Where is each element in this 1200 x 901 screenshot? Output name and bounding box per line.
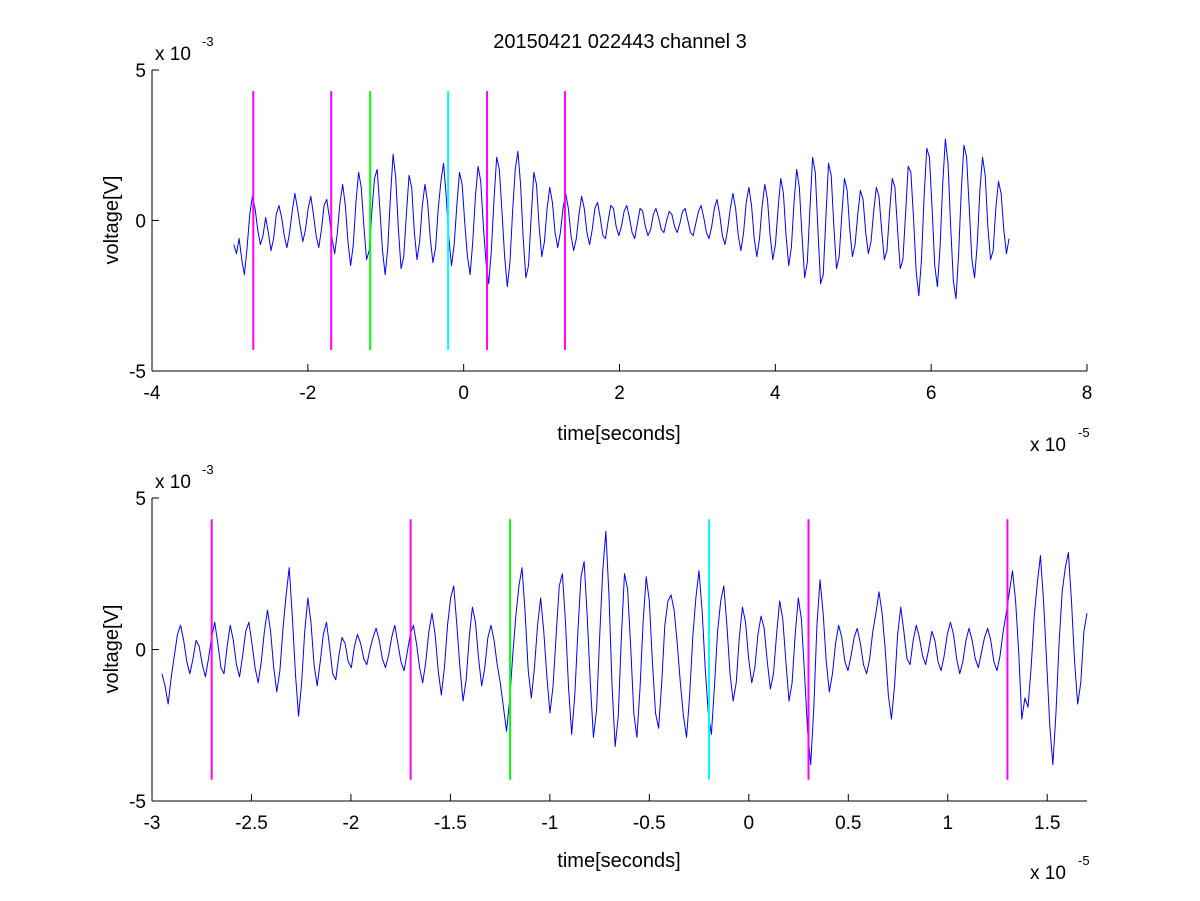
subplot-top: 20150421 022443 channel 3 x 10 -3 x 10 -… xyxy=(101,31,1092,456)
x-tick-label: -0.5 xyxy=(633,813,666,834)
y-exponent-label: x 10 -3 xyxy=(155,462,214,493)
y-ticks: -5 0 5 xyxy=(129,489,159,813)
x-tick-label: -1.5 xyxy=(434,813,467,834)
x-tick-label: 4 xyxy=(770,383,781,404)
x-tick-label: 1.5 xyxy=(1034,813,1060,834)
x-axis-label: time[seconds] xyxy=(557,850,680,872)
marker-lines xyxy=(252,91,566,350)
x-tick-label: -4 xyxy=(144,383,161,404)
y-exponent-value: -3 xyxy=(202,34,214,49)
x-tick-label: 2 xyxy=(614,383,625,404)
y-exponent-base: x 10 xyxy=(155,472,191,493)
subplot-bottom: x 10 -3 x 10 -5 time[seconds] voltage[V]… xyxy=(101,462,1090,884)
chart-title: 20150421 022443 channel 3 xyxy=(493,31,747,53)
y-tick-label: -5 xyxy=(129,362,146,383)
x-axis-label: time[seconds] xyxy=(557,423,680,445)
voltage-series-line xyxy=(161,530,1088,766)
y-axis-label: voltage[V] xyxy=(101,605,123,694)
x-ticks: -3 -2.5 -2 -1.5 -1 -0.5 0 0.5 1 1.5 xyxy=(144,794,1060,834)
x-exponent-label: x 10 -5 xyxy=(1030,853,1090,884)
y-exponent-base: x 10 xyxy=(155,44,191,65)
x-exponent-value: -5 xyxy=(1078,853,1090,868)
y-tick-label: 5 xyxy=(135,61,146,82)
x-tick-label: 1 xyxy=(942,813,953,834)
x-tick-label: 6 xyxy=(926,383,937,404)
x-tick-label: -2.5 xyxy=(235,813,268,834)
series-layer xyxy=(161,530,1088,766)
x-tick-label: 0.5 xyxy=(835,813,861,834)
y-tick-label: 5 xyxy=(135,489,146,510)
marker-lines xyxy=(210,519,1009,780)
y-tick-label: -5 xyxy=(129,792,146,813)
y-axis-label: voltage[V] xyxy=(101,176,123,265)
x-exponent-base: x 10 xyxy=(1030,863,1066,884)
x-tick-label: -2 xyxy=(342,813,359,834)
series-layer xyxy=(233,138,1010,300)
y-tick-label: 0 xyxy=(135,212,146,233)
x-tick-label: -1 xyxy=(541,813,558,834)
x-exponent-base: x 10 xyxy=(1030,435,1066,456)
x-tick-label: -2 xyxy=(299,383,316,404)
x-exponent-value: -5 xyxy=(1078,425,1090,440)
x-exponent-label: x 10 -5 xyxy=(1030,425,1090,456)
x-tick-label: -3 xyxy=(144,813,161,834)
x-tick-label: 0 xyxy=(744,813,755,834)
voltage-series-line xyxy=(233,138,1010,300)
x-tick-label: 8 xyxy=(1082,383,1093,404)
x-ticks: -4 -2 0 2 4 6 8 xyxy=(144,364,1093,404)
y-exponent-value: -3 xyxy=(202,462,214,477)
y-exponent-label: x 10 -3 xyxy=(155,34,214,65)
x-tick-label: 0 xyxy=(458,383,469,404)
y-tick-label: 0 xyxy=(135,641,146,662)
